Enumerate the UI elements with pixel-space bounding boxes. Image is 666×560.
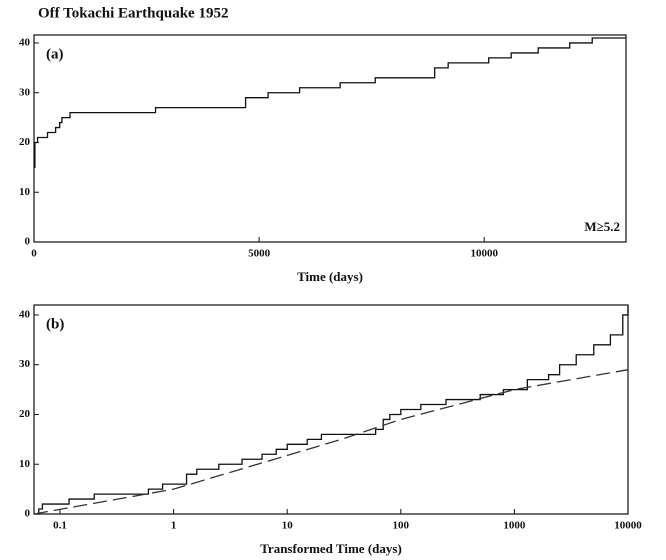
y-tick-label: 10 xyxy=(19,186,31,198)
fit-line xyxy=(33,369,629,515)
x-axis-label: Time (days) xyxy=(297,269,363,284)
x-axis-label: Transformed Time (days) xyxy=(260,541,402,556)
x-tick-label: 0 xyxy=(31,248,37,260)
y-tick-label: 20 xyxy=(19,408,31,420)
plot-frame xyxy=(33,304,629,515)
x-tick-label: 10000 xyxy=(614,520,642,532)
y-tick-label: 40 xyxy=(19,308,31,320)
x-tick-label: 0.1 xyxy=(53,520,67,532)
step-line xyxy=(34,37,626,169)
y-tick-label: 30 xyxy=(19,86,31,98)
y-tick-label: 0 xyxy=(25,236,31,248)
plot-frame xyxy=(33,34,627,243)
y-tick-label: 40 xyxy=(19,36,31,48)
x-tick-label: 1 xyxy=(171,520,177,532)
x-tick-label: 10000 xyxy=(470,248,498,260)
panel-label: (b) xyxy=(46,316,64,332)
chart-title: Off Tokachi Earthquake 1952 xyxy=(38,5,228,21)
step-line xyxy=(34,305,629,515)
x-tick-label: 10 xyxy=(282,520,294,532)
y-tick-label: 10 xyxy=(19,458,31,470)
y-tick-label: 30 xyxy=(19,358,31,370)
x-tick-label: 100 xyxy=(393,520,410,532)
x-tick-label: 1000 xyxy=(503,520,526,532)
annotation: M≥5.2 xyxy=(584,219,620,234)
panel-label: (a) xyxy=(46,46,64,62)
x-tick-label: 5000 xyxy=(248,248,271,260)
y-tick-label: 0 xyxy=(25,508,31,520)
y-tick-label: 20 xyxy=(19,136,31,148)
